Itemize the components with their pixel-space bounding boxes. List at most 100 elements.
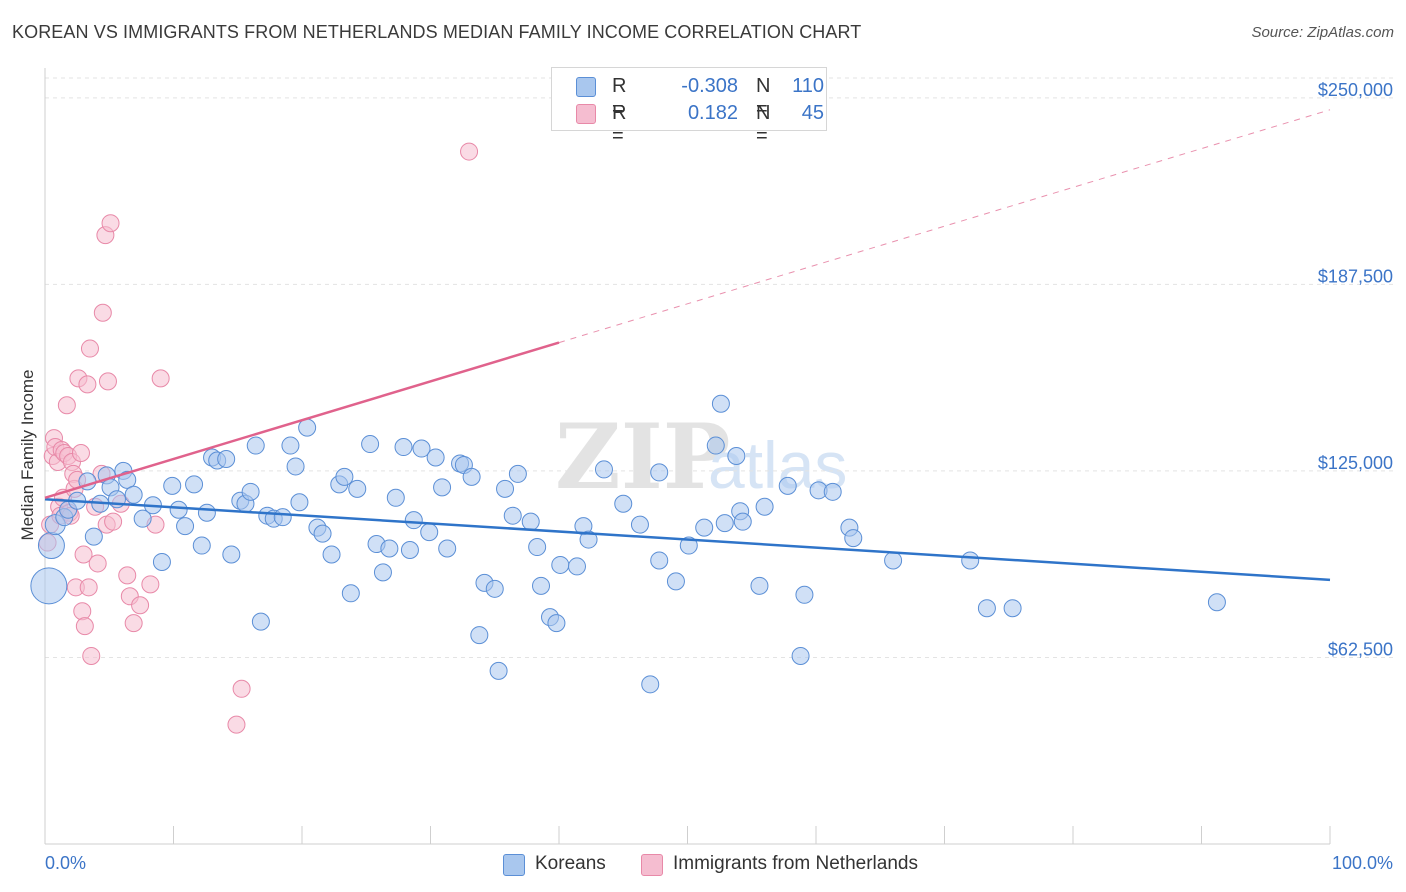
korean-point [727,447,746,465]
korean-point [567,557,586,576]
korean-point [163,476,182,495]
korean-point [361,435,380,454]
netherlands-point [124,614,143,633]
korean-point [313,524,332,543]
korean-point [614,494,633,513]
korean-point [778,476,797,495]
y-tick-label: $250,000 [1318,80,1393,100]
korean-point [273,508,292,527]
korean-point [650,463,669,482]
korean-point [380,539,399,558]
netherlands-point [151,369,170,388]
korean-point [630,515,649,534]
netherlands-point [98,372,117,391]
korean-point [246,436,265,455]
r-value: 0.182 [687,102,738,124]
netherlands-trend-extension [558,109,1331,344]
n-value: 45 [801,102,824,124]
koreans-trend-line [44,498,1331,582]
korean-point [750,576,769,595]
korean-point [133,509,152,528]
y-tick-label: $62,500 [1328,639,1393,659]
series-koreans [30,394,1226,694]
korean-point [404,511,423,530]
x-tick-label: 100.0% [1332,853,1393,873]
korean-point [532,576,551,595]
korean-point [489,661,508,680]
korean-point [528,538,547,557]
netherlands-point [71,444,90,463]
korean-point [496,479,515,498]
korean-point [192,536,211,555]
korean-point [84,527,103,546]
netherlands-point [118,566,137,585]
korean-point [650,551,669,570]
netherlands-point [460,142,479,161]
korean-point [30,567,68,605]
korean-point [290,493,309,512]
korean-point [977,599,996,618]
korean-point [286,457,305,476]
korean-point [394,438,413,457]
korean-point [666,572,685,591]
korean-point [348,479,367,498]
netherlands-point [73,602,92,621]
netherlands-point [93,303,112,322]
korean-point [433,478,452,497]
korean-point [1207,593,1226,612]
y-tick-label: $125,000 [1318,453,1393,473]
netherlands-point [78,375,97,394]
n-label: N = [756,75,771,120]
netherlands-swatch [576,104,596,124]
korean-point [176,517,195,536]
netherlands-point [57,396,76,415]
korean-point [594,460,613,479]
korean-point [706,436,725,455]
n-value: 110 [792,75,824,97]
korean-point [733,512,752,531]
korean-point [169,500,188,519]
korean-point [470,626,489,645]
netherlands-legend-swatch [641,854,663,876]
korean-point [551,555,570,574]
n-label: N = [756,102,771,147]
r-value: -0.308 [681,75,738,97]
korean-point [679,536,698,555]
watermark: ZIP atlas [555,404,847,510]
korean-point [579,530,598,549]
korean-point [795,585,814,604]
korean-point [844,529,863,548]
korean-point [251,612,270,631]
koreans-legend-label: Koreans [535,853,606,874]
korean-point [341,584,360,603]
stats-legend: R = -0.308 N = 110 R = 0.182 N = 45 [551,67,827,147]
korean-point [386,488,405,507]
korean-point [335,467,354,486]
korean-point [322,545,341,564]
korean-point [217,449,236,468]
korean-point [695,518,714,537]
korean-point [281,436,300,455]
korean-point [485,579,504,598]
korean-point [241,482,260,501]
korean-point [1003,599,1022,618]
korean-point [521,512,540,531]
korean-point [118,470,137,489]
korean-point [547,614,566,633]
netherlands-point [74,545,93,564]
netherlands-point [88,554,107,573]
korean-point [823,482,842,501]
korean-point [503,506,522,525]
korean-point [715,514,734,533]
netherlands-point [80,339,99,358]
korean-point [711,394,730,413]
chart-title: KOREAN VS IMMIGRANTS FROM NETHERLANDS ME… [12,22,862,42]
korean-point [641,675,660,694]
korean-point [755,497,774,516]
x-tick-label: 0.0% [45,853,86,873]
korean-point [124,485,143,504]
netherlands-point [141,575,160,594]
netherlands-point [104,512,123,531]
korean-point [185,475,204,494]
